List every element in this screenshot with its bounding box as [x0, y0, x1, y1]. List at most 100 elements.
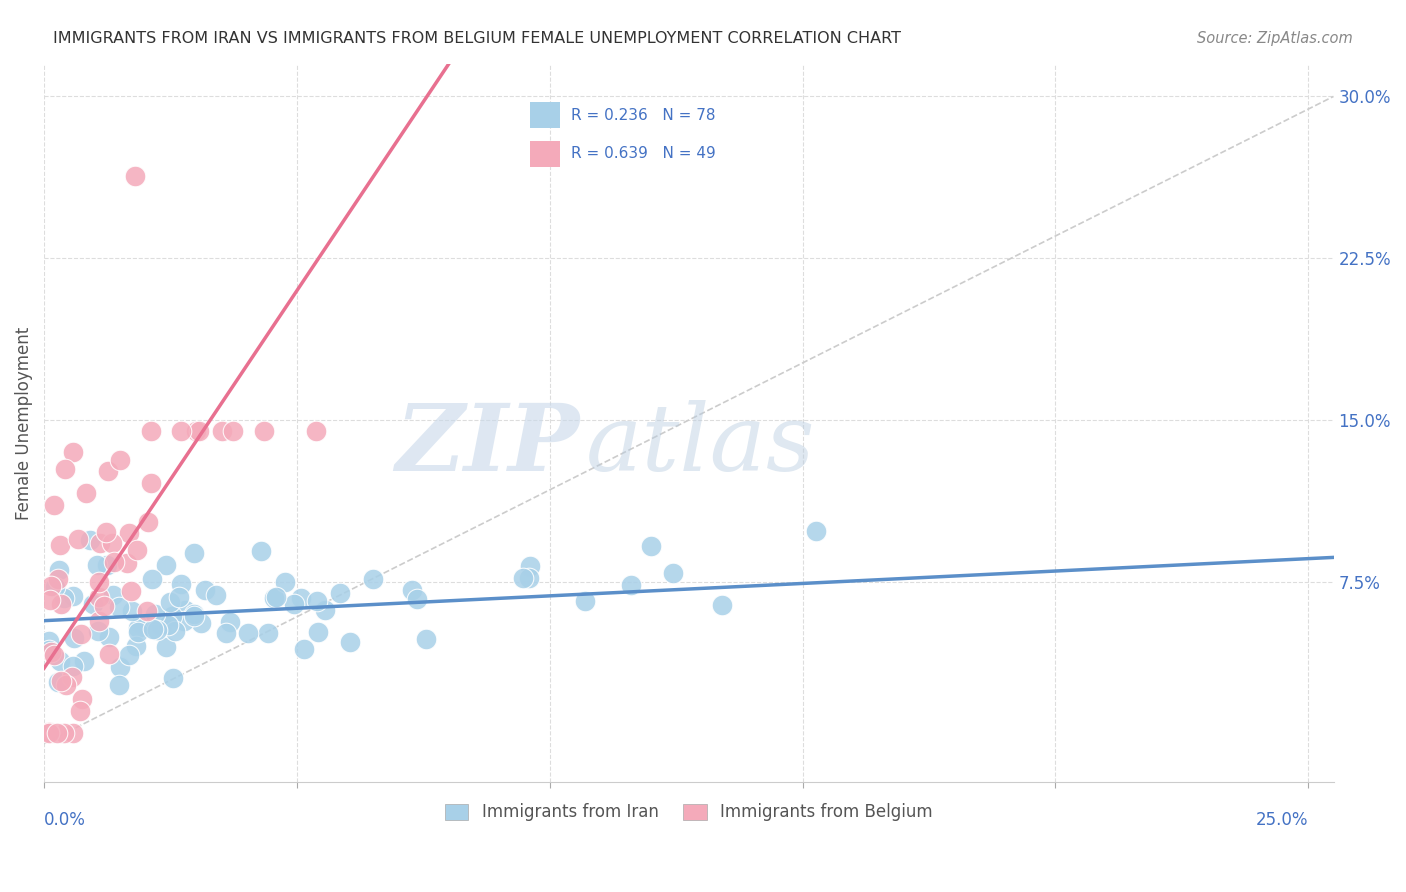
Point [160, 609, 183, 624]
Point [186, 424, 208, 438]
Point [93, 599, 115, 614]
Point [143, 607, 166, 622]
Point [121, 604, 143, 618]
Point [256, 626, 278, 640]
Point [79, 533, 101, 548]
Point [62, 658, 84, 673]
Point [305, 424, 328, 438]
Point [253, 424, 276, 438]
Point [517, 571, 540, 585]
Point [87, 624, 110, 638]
Point [188, 424, 211, 438]
Text: ZIP: ZIP [395, 400, 579, 490]
Point [49, 654, 72, 668]
Point [194, 582, 217, 597]
Point [129, 615, 152, 630]
Point [60, 669, 83, 683]
Point [101, 588, 124, 602]
Point [98, 630, 121, 644]
Point [274, 574, 297, 589]
Point [218, 615, 240, 629]
Point [127, 624, 149, 639]
Point [46, 674, 69, 689]
Point [155, 558, 177, 573]
Point [127, 542, 149, 557]
Point [205, 588, 228, 602]
Point [290, 591, 312, 605]
Point [39, 645, 62, 659]
Point [42, 648, 65, 662]
Point [124, 169, 146, 184]
Point [107, 677, 129, 691]
Point [38, 633, 60, 648]
Text: IMMIGRANTS FROM IRAN VS IMMIGRANTS FROM BELGIUM FEMALE UNEMPLOYMENT CORRELATION : IMMIGRANTS FROM IRAN VS IMMIGRANTS FROM … [53, 31, 901, 46]
Point [48, 563, 70, 577]
Point [103, 555, 125, 569]
Point [263, 591, 285, 605]
Point [155, 640, 177, 654]
Point [101, 536, 124, 550]
Point [39, 592, 62, 607]
Point [62, 726, 84, 740]
Point [157, 617, 180, 632]
Point [145, 623, 167, 637]
Point [162, 671, 184, 685]
Text: 0.0%: 0.0% [44, 811, 86, 830]
Point [314, 602, 336, 616]
Point [329, 585, 352, 599]
Point [183, 607, 205, 621]
Point [75, 485, 97, 500]
Point [190, 615, 212, 630]
Point [159, 594, 181, 608]
Point [69, 626, 91, 640]
Point [110, 660, 132, 674]
Point [139, 476, 162, 491]
Point [236, 626, 259, 640]
Point [97, 464, 120, 478]
Point [139, 424, 162, 438]
Point [149, 618, 172, 632]
Point [46, 572, 69, 586]
Point [52, 591, 75, 605]
Point [405, 592, 427, 607]
Point [53, 462, 76, 476]
Point [118, 525, 141, 540]
Point [401, 582, 423, 597]
Point [39, 579, 62, 593]
Point [115, 557, 138, 571]
Point [87, 615, 110, 629]
Point [125, 639, 148, 653]
Point [169, 577, 191, 591]
Point [38, 726, 60, 740]
Point [662, 566, 685, 580]
Text: Source: ZipAtlas.com: Source: ZipAtlas.com [1197, 31, 1353, 46]
Point [249, 543, 271, 558]
Point [118, 648, 141, 663]
Point [127, 621, 149, 635]
Text: 25.0%: 25.0% [1256, 811, 1308, 830]
Text: atlas: atlas [586, 400, 815, 490]
Point [307, 594, 329, 608]
Point [69, 704, 91, 718]
Point [183, 546, 205, 560]
Point [49, 538, 72, 552]
Point [222, 424, 245, 438]
Point [38, 642, 60, 657]
Point [45, 726, 67, 740]
Point [307, 624, 329, 639]
Point [141, 572, 163, 586]
Point [55, 678, 77, 692]
Point [574, 594, 596, 608]
Point [70, 692, 93, 706]
Point [215, 626, 238, 640]
Point [63, 631, 86, 645]
Point [42, 498, 65, 512]
Point [136, 603, 159, 617]
Point [136, 516, 159, 530]
Point [62, 589, 84, 603]
Point [363, 572, 385, 586]
Legend: Immigrants from Iran, Immigrants from Belgium: Immigrants from Iran, Immigrants from Be… [439, 797, 939, 828]
Point [44, 580, 66, 594]
Point [87, 575, 110, 590]
Point [804, 524, 827, 538]
